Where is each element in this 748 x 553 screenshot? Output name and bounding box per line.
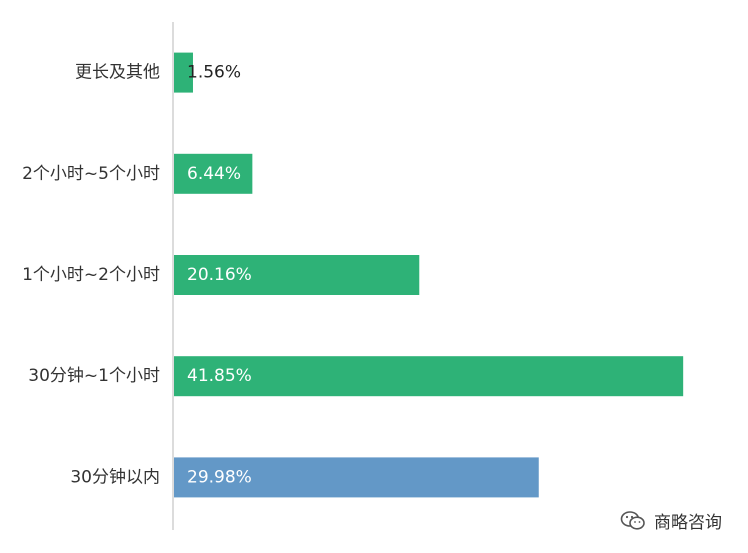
category-label: 1个小时~2个小时 (22, 265, 160, 285)
watermark: 商略咨询 (620, 508, 722, 533)
data-label: 6.44% (187, 164, 241, 184)
bar (174, 356, 684, 397)
bar (174, 153, 253, 194)
data-label: 41.85% (187, 366, 252, 386)
data-label: 29.98% (187, 467, 252, 487)
data-label: 1.56% (187, 63, 241, 83)
wechat-icon (620, 510, 646, 532)
bars-group: 更长及其他 1.56% 2个小时~5个小时 6.44% 1个小时~2个小时 20.16% 3… (22, 52, 684, 498)
bar (174, 457, 539, 498)
category-label: 更长及其他 (75, 63, 160, 83)
bar (174, 255, 420, 295)
watermark-text: 商略咨询 (654, 513, 722, 533)
category-label: 30分钟~1个小时 (28, 366, 160, 386)
bar (174, 52, 193, 93)
data-label: 20.16% (187, 265, 252, 285)
category-label: 2个小时~5个小时 (22, 164, 160, 184)
category-label: 30分钟以内 (70, 467, 160, 487)
